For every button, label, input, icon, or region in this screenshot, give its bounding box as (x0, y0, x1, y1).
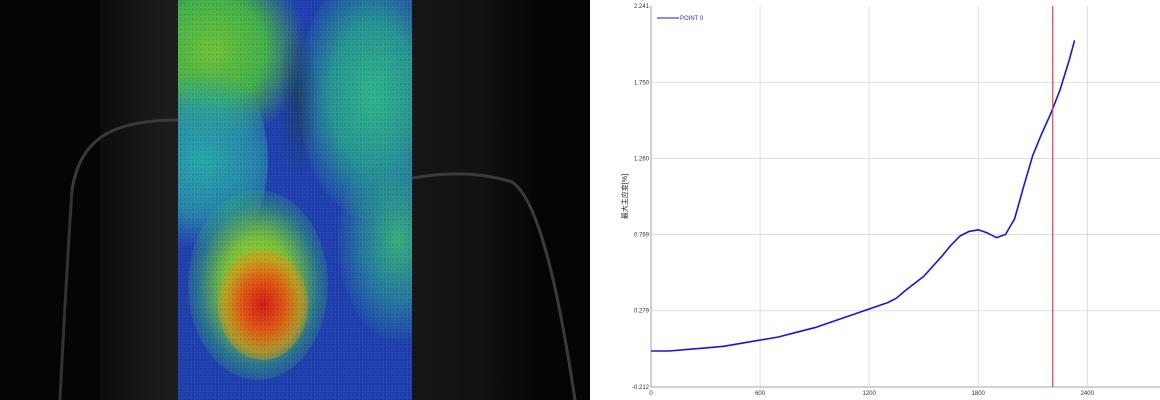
y-tick-label--0.212: -0.212 (632, 385, 650, 391)
tick-labels: 0 600 1200 1800 2400 -0.212 0.279 0.769 1.260 1.7… (632, 4, 1095, 397)
grid (651, 6, 1160, 387)
speckle-texture (178, 0, 412, 400)
y-tick-label-1.750: 1.750 (634, 80, 650, 86)
x-tick-label-0: 0 (649, 391, 653, 397)
x-tick-label-1800: 1800 (972, 391, 986, 397)
x-tick-label-2400: 2400 (1081, 391, 1095, 397)
y-tick-label-0.279: 0.279 (634, 309, 650, 315)
series-layer (651, 40, 1076, 352)
y-axis-label: 最大主应变[%] (620, 174, 629, 219)
dic-image-panel (0, 0, 590, 400)
x-tick-label-1200: 1200 (862, 391, 876, 397)
strain-chart-panel: 0 600 1200 1800 2400 -0.212 0.279 0.769 1.260 1.7… (590, 0, 1160, 400)
y-tick-label-0.769: 0.769 (634, 233, 650, 239)
specimen-side-shadow (412, 0, 532, 400)
y-tick-label-1.260: 1.260 (634, 156, 650, 162)
gauge-wire-left (58, 118, 577, 400)
x-tick-label-600: 600 (755, 391, 766, 397)
legend: POINT 0 (657, 16, 704, 22)
series-line-point-0 (651, 40, 1076, 352)
strain-time-chart: 0 600 1200 1800 2400 -0.212 0.279 0.769 1.260 1.7… (620, 4, 1160, 397)
strain-zone-red-peak (218, 250, 308, 360)
legend-label-point-0: POINT 0 (680, 16, 704, 22)
crack-line (278, 20, 318, 180)
y-tick-label-2.241: 2.241 (634, 4, 650, 10)
axes (650, 6, 1160, 388)
strain-contour-overlay (178, 0, 412, 400)
